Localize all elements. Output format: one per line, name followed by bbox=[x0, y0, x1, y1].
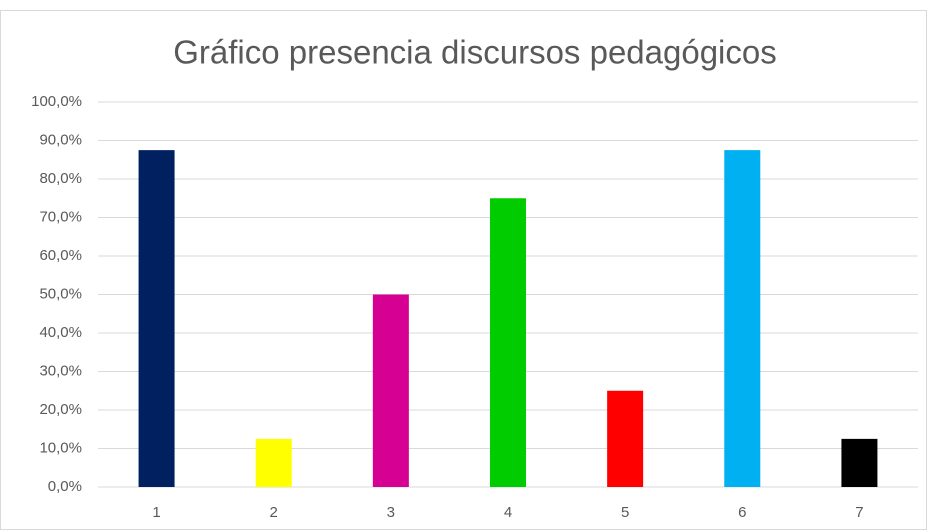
y-tick-label: 60,0% bbox=[39, 247, 82, 264]
bar bbox=[255, 438, 292, 487]
y-tick-label: 10,0% bbox=[39, 439, 82, 456]
x-tick-label: 5 bbox=[621, 504, 629, 521]
y-tick-label: 90,0% bbox=[39, 131, 82, 148]
y-tick-label: 80,0% bbox=[39, 170, 82, 187]
x-tick-label: 7 bbox=[855, 504, 863, 521]
bar bbox=[607, 390, 644, 487]
y-tick-label: 20,0% bbox=[39, 401, 82, 418]
bar bbox=[841, 438, 878, 487]
bar bbox=[372, 294, 409, 487]
y-tick-label: 40,0% bbox=[39, 324, 82, 341]
bar bbox=[138, 150, 175, 487]
x-tick-label: 4 bbox=[504, 504, 512, 521]
y-tick-label: 70,0% bbox=[39, 208, 82, 225]
y-tick-label: 100,0% bbox=[31, 93, 82, 110]
x-tick-label: 1 bbox=[152, 504, 160, 521]
bar bbox=[490, 198, 526, 487]
y-tick-label: 0,0% bbox=[48, 478, 82, 495]
bar bbox=[724, 150, 761, 487]
y-tick-label: 50,0% bbox=[39, 285, 82, 302]
y-tick-label: 30,0% bbox=[39, 362, 82, 379]
chart-title: Gráfico presencia discursos pedagógicos bbox=[173, 34, 777, 71]
x-tick-label: 6 bbox=[738, 504, 746, 521]
x-tick-label: 2 bbox=[270, 504, 278, 521]
x-tick-label: 3 bbox=[387, 504, 395, 521]
